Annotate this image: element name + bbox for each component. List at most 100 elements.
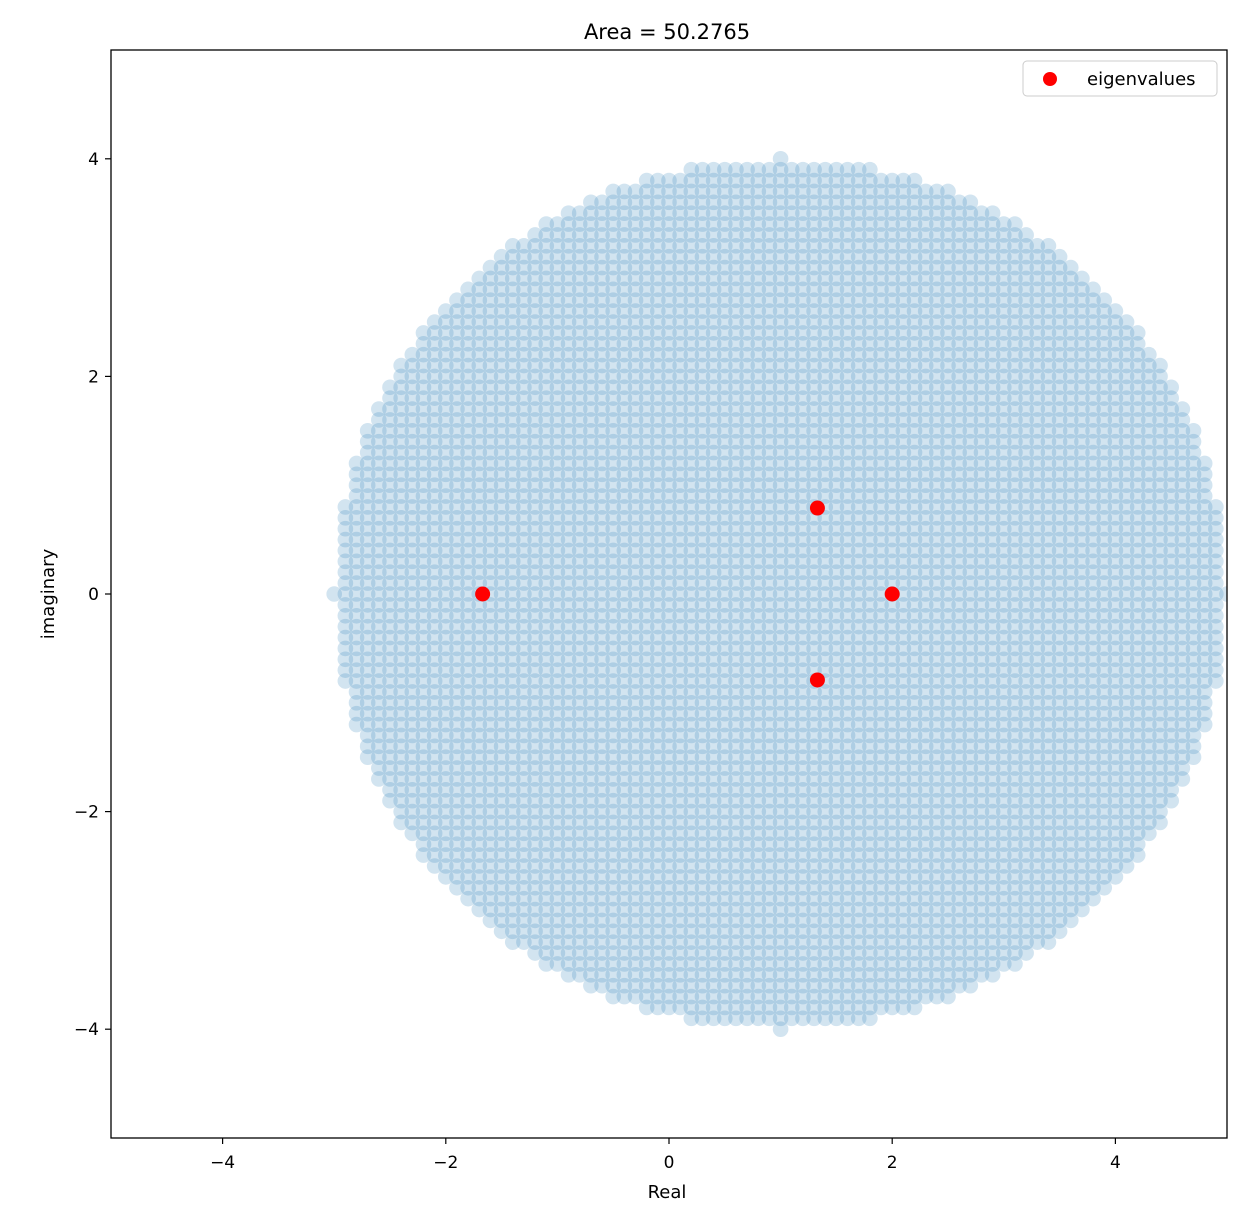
region-sample-point <box>716 412 733 428</box>
region-sample-point <box>560 248 577 265</box>
region-sample-point <box>638 694 655 711</box>
region-sample-point <box>605 227 622 243</box>
region-sample-point <box>616 238 633 254</box>
region-sample-point <box>694 977 711 994</box>
region-sample-point <box>583 238 599 254</box>
region-sample-point <box>672 270 688 287</box>
region-sample-point <box>504 390 521 406</box>
region-sample-point <box>716 934 733 950</box>
region-sample-point <box>493 444 510 461</box>
region-sample-point <box>437 379 454 396</box>
region-sample-point <box>449 390 465 406</box>
region-sample-point <box>449 662 465 678</box>
region-sample-point <box>404 564 421 581</box>
region-sample-point <box>571 270 588 287</box>
region-sample-point <box>638 335 655 352</box>
region-sample-point <box>616 934 633 950</box>
region-sample-point <box>627 956 644 972</box>
region-sample-point <box>382 673 398 689</box>
region-sample-point <box>460 314 476 330</box>
region-sample-point <box>705 988 722 1005</box>
region-sample-point <box>739 412 755 428</box>
region-sample-point <box>583 444 599 461</box>
region-sample-point <box>493 705 510 722</box>
region-sample-point <box>571 890 588 907</box>
region-sample-point <box>694 956 711 972</box>
region-sample-point <box>683 586 700 602</box>
region-sample-point <box>549 738 566 755</box>
region-sample-point <box>728 673 744 689</box>
region-sample-point <box>415 803 432 820</box>
region-sample-point <box>560 466 577 483</box>
region-sample-point <box>437 433 454 450</box>
region-sample-point <box>571 662 588 678</box>
region-sample-point <box>571 694 588 711</box>
region-sample-point <box>482 335 499 352</box>
region-sample-point <box>538 542 555 559</box>
region-sample-point <box>482 401 499 417</box>
region-sample-point <box>571 357 588 374</box>
region-sample-point <box>616 477 633 494</box>
region-sample-point <box>672 716 688 733</box>
region-sample-point <box>560 542 577 559</box>
region-sample-point <box>616 825 633 842</box>
region-sample-point <box>504 238 521 254</box>
region-sample-point <box>605 466 622 483</box>
region-sample-point <box>504 433 521 450</box>
region-sample-point <box>605 183 622 200</box>
region-sample-point <box>583 520 599 537</box>
region-sample-point <box>471 662 488 678</box>
region-sample-point <box>460 836 476 853</box>
region-sample-point <box>650 760 666 776</box>
region-sample-point <box>560 803 577 820</box>
region-sample-point <box>382 531 398 548</box>
region-sample-point <box>437 629 454 646</box>
region-sample-point <box>650 270 666 287</box>
region-sample-point <box>616 227 633 243</box>
region-sample-point <box>638 814 655 831</box>
region-sample-point <box>638 858 655 874</box>
region-sample-point <box>739 248 755 265</box>
region-sample-point <box>415 444 432 461</box>
region-sample-point <box>426 618 443 635</box>
region-sample-point <box>426 466 443 483</box>
region-sample-point <box>504 934 521 950</box>
region-sample-point <box>359 597 376 613</box>
region-sample-point <box>650 520 666 537</box>
region-sample-point <box>449 814 465 831</box>
region-sample-point <box>705 912 722 929</box>
region-sample-point <box>650 662 666 678</box>
region-sample-point <box>650 847 666 863</box>
region-sample-point <box>449 586 465 602</box>
region-sample-point <box>683 749 700 766</box>
region-sample-point <box>449 564 465 581</box>
region-sample-point <box>616 564 633 581</box>
region-sample-point <box>716 847 733 863</box>
region-sample-point <box>382 651 398 668</box>
region-sample-point <box>348 662 365 678</box>
region-sample-point <box>493 792 510 809</box>
region-sample-point <box>661 379 677 396</box>
region-sample-point <box>371 422 387 439</box>
region-sample-point <box>460 379 476 396</box>
region-sample-point <box>460 281 476 298</box>
region-sample-point <box>471 858 488 874</box>
region-sample-point <box>404 586 421 602</box>
region-sample-point <box>694 966 711 983</box>
region-sample-point <box>683 205 700 222</box>
region-sample-point <box>772 150 789 167</box>
region-sample-point <box>650 172 666 189</box>
region-sample-point <box>482 412 499 428</box>
region-sample-point <box>560 379 577 396</box>
region-sample-point <box>594 368 610 385</box>
region-sample-point <box>739 782 755 798</box>
region-sample-point <box>482 499 499 515</box>
region-sample-point <box>616 586 633 602</box>
region-sample-point <box>1152 357 1168 374</box>
region-sample-point <box>527 705 543 722</box>
region-sample-point <box>750 901 767 918</box>
region-sample-point <box>560 684 577 700</box>
region-sample-point <box>393 575 409 591</box>
region-sample-point <box>728 259 744 276</box>
region-sample-point <box>594 694 610 711</box>
